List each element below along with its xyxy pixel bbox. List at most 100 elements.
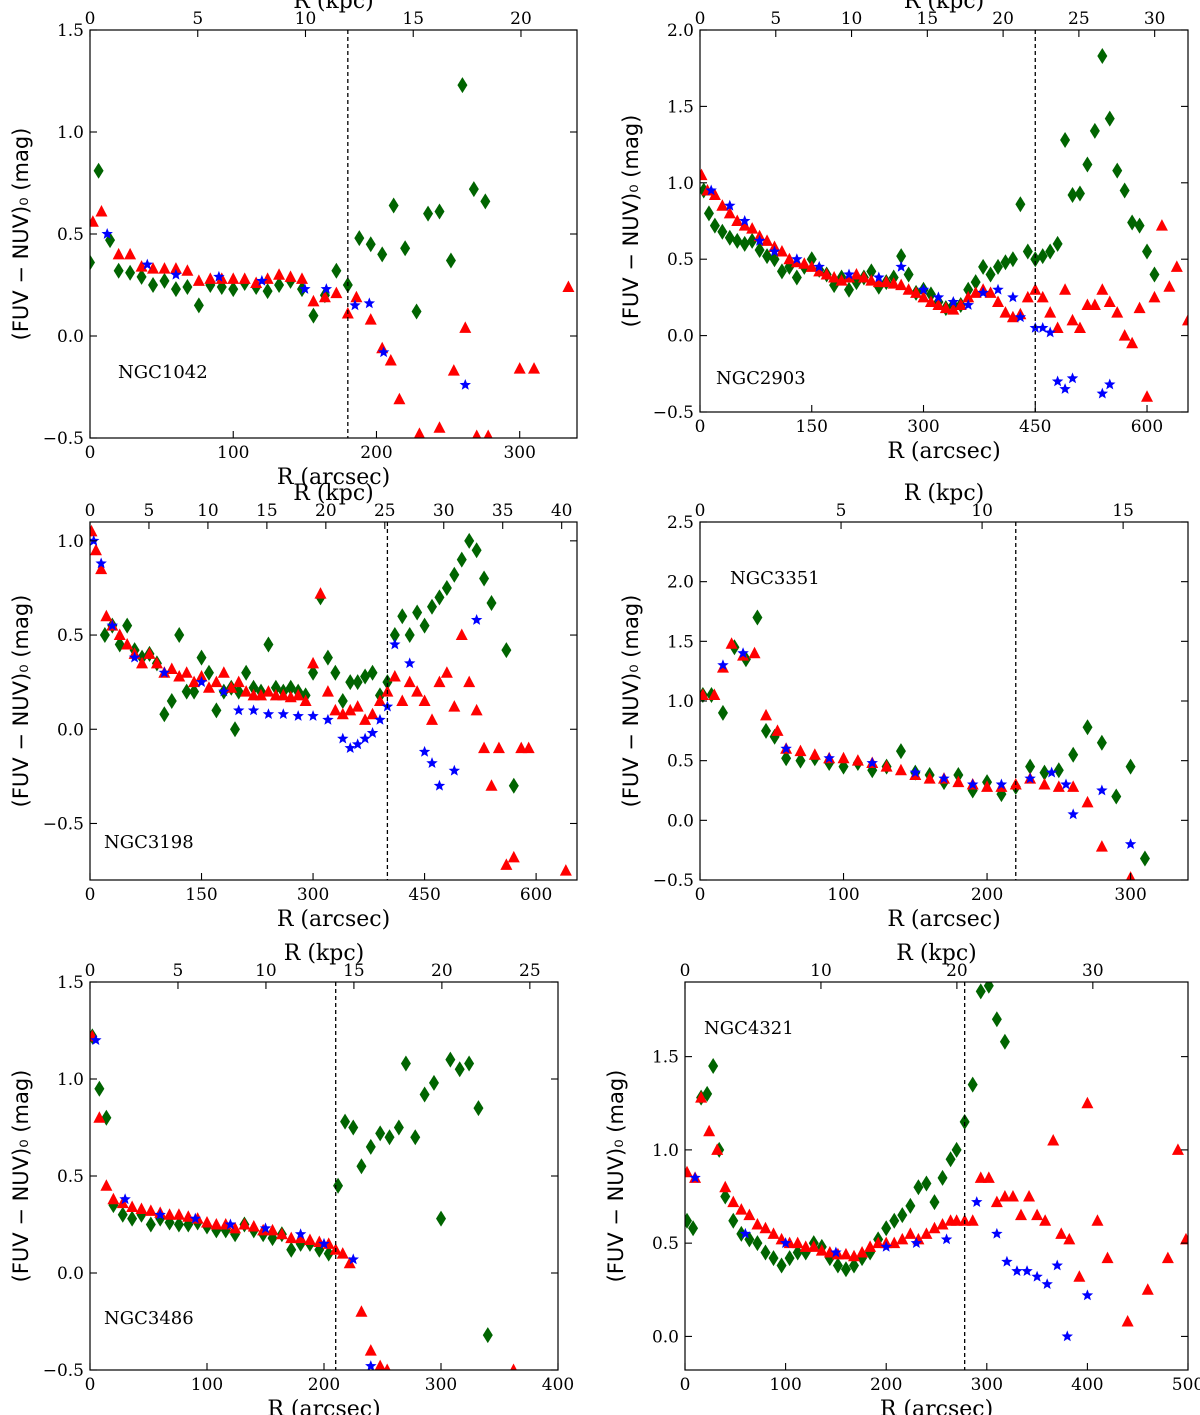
triangle-point (839, 1247, 852, 1260)
star-point (359, 732, 371, 744)
diamond-point (166, 693, 177, 709)
diamond-point (1074, 185, 1085, 202)
star-point (791, 253, 803, 265)
triangle-point (188, 675, 201, 688)
x-tick-label: 200 (971, 885, 1003, 905)
star-point (1037, 321, 1049, 333)
diamond-point (468, 181, 479, 198)
triangle-point (318, 290, 331, 303)
diamond-point (1030, 251, 1041, 268)
triangle-point (383, 1363, 391, 1370)
diamond-point (419, 617, 430, 634)
x-tick-label: 0 (695, 417, 706, 437)
top-x-axis-label: R (kpc) (293, 0, 373, 14)
triangle-point (952, 775, 965, 788)
top-x-tick-label: 15 (917, 9, 939, 29)
star-point (95, 557, 107, 569)
diamond-point (913, 1179, 924, 1196)
star-point (337, 732, 349, 744)
diamond-point (159, 706, 170, 723)
triangle-point (708, 188, 721, 201)
diamond-point (747, 232, 758, 249)
triangle-point (815, 1244, 828, 1256)
triangle-point (147, 262, 160, 274)
top-x-axis-label: R (kpc) (904, 481, 984, 506)
triangle-point (285, 1231, 298, 1244)
triangle-point (798, 257, 811, 269)
star-point (977, 286, 989, 298)
diamond-point (754, 242, 765, 259)
triangle-point (1067, 780, 1080, 792)
triangle-point (738, 219, 751, 231)
triangle-point (851, 754, 864, 766)
y-tick-label: −0.5 (43, 1361, 84, 1381)
y-tick-label: 1.5 (652, 1048, 679, 1068)
triangle-point (864, 1240, 877, 1252)
triangle-point (1126, 336, 1139, 349)
diamond-point (1149, 266, 1160, 283)
diamond-point (993, 258, 1004, 275)
top-x-tick-label: 15 (402, 9, 424, 29)
triangle-point (384, 353, 397, 366)
diamond-point (323, 1245, 334, 1262)
top-x-tick-label: 15 (343, 961, 365, 981)
triangle-point (373, 694, 386, 706)
triangle-point (716, 199, 729, 211)
triangle-point (1148, 290, 1161, 303)
diamond-point (397, 608, 408, 625)
triangle-point (856, 1245, 869, 1258)
triangle-point (1066, 313, 1079, 326)
diamond-point (145, 1216, 156, 1233)
diamond-point (241, 664, 252, 681)
triangle-point (896, 1232, 909, 1245)
diamond-point (769, 251, 780, 268)
triangle-point (1047, 1134, 1060, 1146)
star-point (195, 676, 208, 688)
triangle-point (1038, 778, 1051, 790)
diamond-point (203, 664, 214, 681)
star-point (1021, 1265, 1033, 1276)
star-point (1051, 1259, 1063, 1271)
diamond-point (728, 1212, 739, 1229)
triangle-point (932, 298, 945, 311)
star-point (909, 766, 921, 778)
star-point (995, 778, 1008, 790)
diamond-point (752, 1235, 763, 1252)
star-point (1081, 1289, 1094, 1301)
triangle-point (760, 708, 773, 721)
top-x-tick-label: 30 (1144, 9, 1166, 29)
y-tick-label: 0.0 (667, 811, 694, 831)
star-point (1011, 1265, 1023, 1276)
triangle-point (1170, 260, 1183, 272)
diamond-point (434, 203, 445, 220)
triangle-point (695, 1091, 708, 1103)
triangle-point (173, 670, 186, 682)
galaxy-name: NGC3486 (104, 1308, 194, 1329)
triangle-point (969, 286, 982, 298)
star-point (1124, 838, 1137, 850)
top-x-tick-label: 40 (551, 501, 573, 521)
star-point (1024, 772, 1036, 784)
y-axis-label: (FUV − NUV)₀ (mag) (619, 115, 643, 328)
diamond-point (449, 566, 460, 583)
diamond-point (94, 1080, 105, 1097)
triangle-point (828, 271, 841, 283)
triangle-point (982, 1171, 995, 1183)
y-tick-label: 1.5 (57, 21, 84, 41)
diamond-point (1096, 734, 1107, 751)
triangle-point (992, 295, 1005, 307)
star-point (377, 346, 390, 358)
diamond-point (337, 693, 348, 709)
diamond-point (866, 263, 877, 280)
diamond-point (752, 609, 763, 626)
markers (90, 77, 575, 438)
star-point (351, 738, 364, 750)
triangle-point (303, 1233, 316, 1246)
x-tick-label: 300 (425, 1375, 457, 1395)
triangle-point (837, 751, 850, 764)
star-point (363, 297, 376, 309)
y-tick-label: 1.5 (57, 973, 84, 993)
triangle-point (1051, 321, 1064, 333)
star-point (119, 1193, 131, 1205)
top-x-tick-label: 0 (85, 9, 96, 29)
